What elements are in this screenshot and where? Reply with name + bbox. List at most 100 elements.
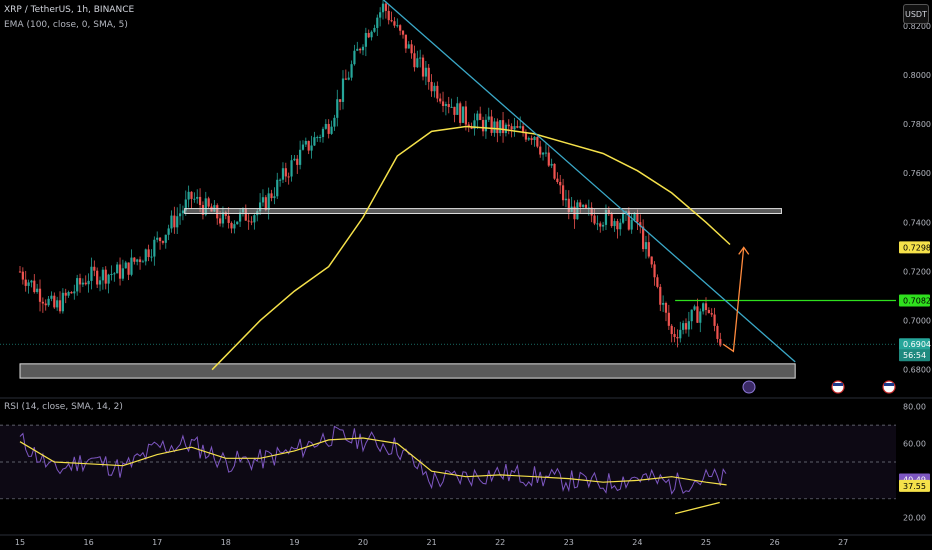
candle-body [547, 152, 550, 166]
candle-body [613, 221, 616, 227]
candle-body [707, 310, 710, 314]
candle-body [78, 278, 82, 285]
symbol-title: XRP / TetherUS, 1h, BINANCE [4, 5, 135, 15]
candle-body [484, 119, 488, 132]
candle-body [430, 81, 433, 92]
candle-body [70, 292, 73, 294]
candle-body [550, 163, 553, 166]
candle-body [639, 222, 642, 227]
candle-body [607, 209, 610, 214]
candle-body [50, 295, 53, 299]
candle-body [38, 288, 42, 302]
last-price-tag-bg [899, 338, 930, 351]
candle-body [396, 25, 399, 27]
candle-body [581, 204, 585, 207]
time-tick-label: 18 [221, 538, 231, 547]
candle-body [299, 149, 302, 165]
candle-body [650, 256, 653, 265]
candle-body [350, 64, 353, 78]
candle-body [536, 137, 539, 147]
time-tick-label: 19 [289, 538, 299, 547]
candle-body [204, 198, 207, 215]
candle-body [90, 266, 93, 281]
candle-body [616, 221, 619, 230]
candle-body [30, 280, 33, 283]
candle-body [404, 34, 407, 49]
chart-overlays [0, 0, 896, 394]
candle-body [47, 298, 50, 306]
candle-body [676, 336, 679, 339]
candle-body [173, 215, 176, 228]
candle-body [241, 208, 245, 213]
candle-body [567, 198, 570, 213]
candle-body [573, 206, 576, 220]
candle-body [687, 321, 690, 330]
candle-body [67, 292, 70, 296]
candle-body [339, 99, 342, 102]
candle-body [450, 106, 453, 108]
candle-body [619, 222, 622, 230]
candle-body [544, 152, 548, 154]
candle-body [321, 128, 325, 138]
candle-body [101, 269, 104, 281]
candle-body [584, 204, 588, 208]
candle-body [530, 138, 533, 141]
price-candles-layer [18, 0, 722, 348]
candle-body [347, 77, 350, 80]
price-tick-label: 0.7000 [903, 317, 931, 326]
candle-body [93, 266, 96, 271]
candle-body [73, 291, 76, 294]
candle-body [293, 158, 296, 161]
candle-body [670, 325, 673, 335]
candle-body [107, 274, 110, 284]
candle-body [290, 160, 293, 177]
candle-body [336, 99, 339, 118]
candle-body [310, 145, 313, 151]
candle-body [273, 196, 276, 199]
candle-body [96, 270, 99, 285]
candle-body [459, 103, 462, 123]
candle-body [221, 212, 225, 224]
candle-body [381, 3, 385, 13]
ema-price-tag: 0.7298 [903, 243, 931, 252]
candle-body [433, 85, 436, 92]
candle-body [541, 152, 545, 155]
candle-body [647, 242, 650, 257]
candle-body [390, 20, 393, 22]
candle-body [279, 179, 282, 181]
candle-body [364, 33, 367, 47]
candle-body [138, 259, 142, 263]
currency-button[interactable]: USDT [903, 4, 929, 24]
rsi-ma-line [19, 437, 727, 486]
us-flag-stripe-icon [833, 383, 843, 386]
candle-body [401, 30, 405, 35]
time-tick-label: 27 [838, 538, 848, 547]
candle-body [436, 85, 439, 99]
candle-body [719, 338, 722, 346]
candle-body [181, 210, 185, 214]
candle-body [259, 202, 262, 212]
candle-body [407, 44, 410, 49]
candle-body [116, 264, 119, 274]
candle-body [504, 124, 508, 134]
candle-body [264, 197, 267, 211]
candle-body [133, 257, 136, 262]
candle-body [327, 123, 330, 134]
candle-body [710, 313, 713, 315]
candle-body [513, 126, 516, 130]
candle-body [656, 277, 659, 287]
candle-body [470, 127, 473, 129]
candle-body [184, 199, 187, 211]
candle-body [136, 259, 139, 262]
candle-body [610, 213, 613, 227]
candle-body [519, 126, 522, 128]
candle-body [316, 137, 319, 139]
candle-body [664, 302, 668, 313]
candle-body [198, 196, 202, 206]
candle-body [81, 282, 84, 285]
candle-body [27, 282, 30, 286]
candle-body [276, 179, 279, 197]
candle-body [642, 226, 645, 250]
candle-body [393, 21, 396, 26]
